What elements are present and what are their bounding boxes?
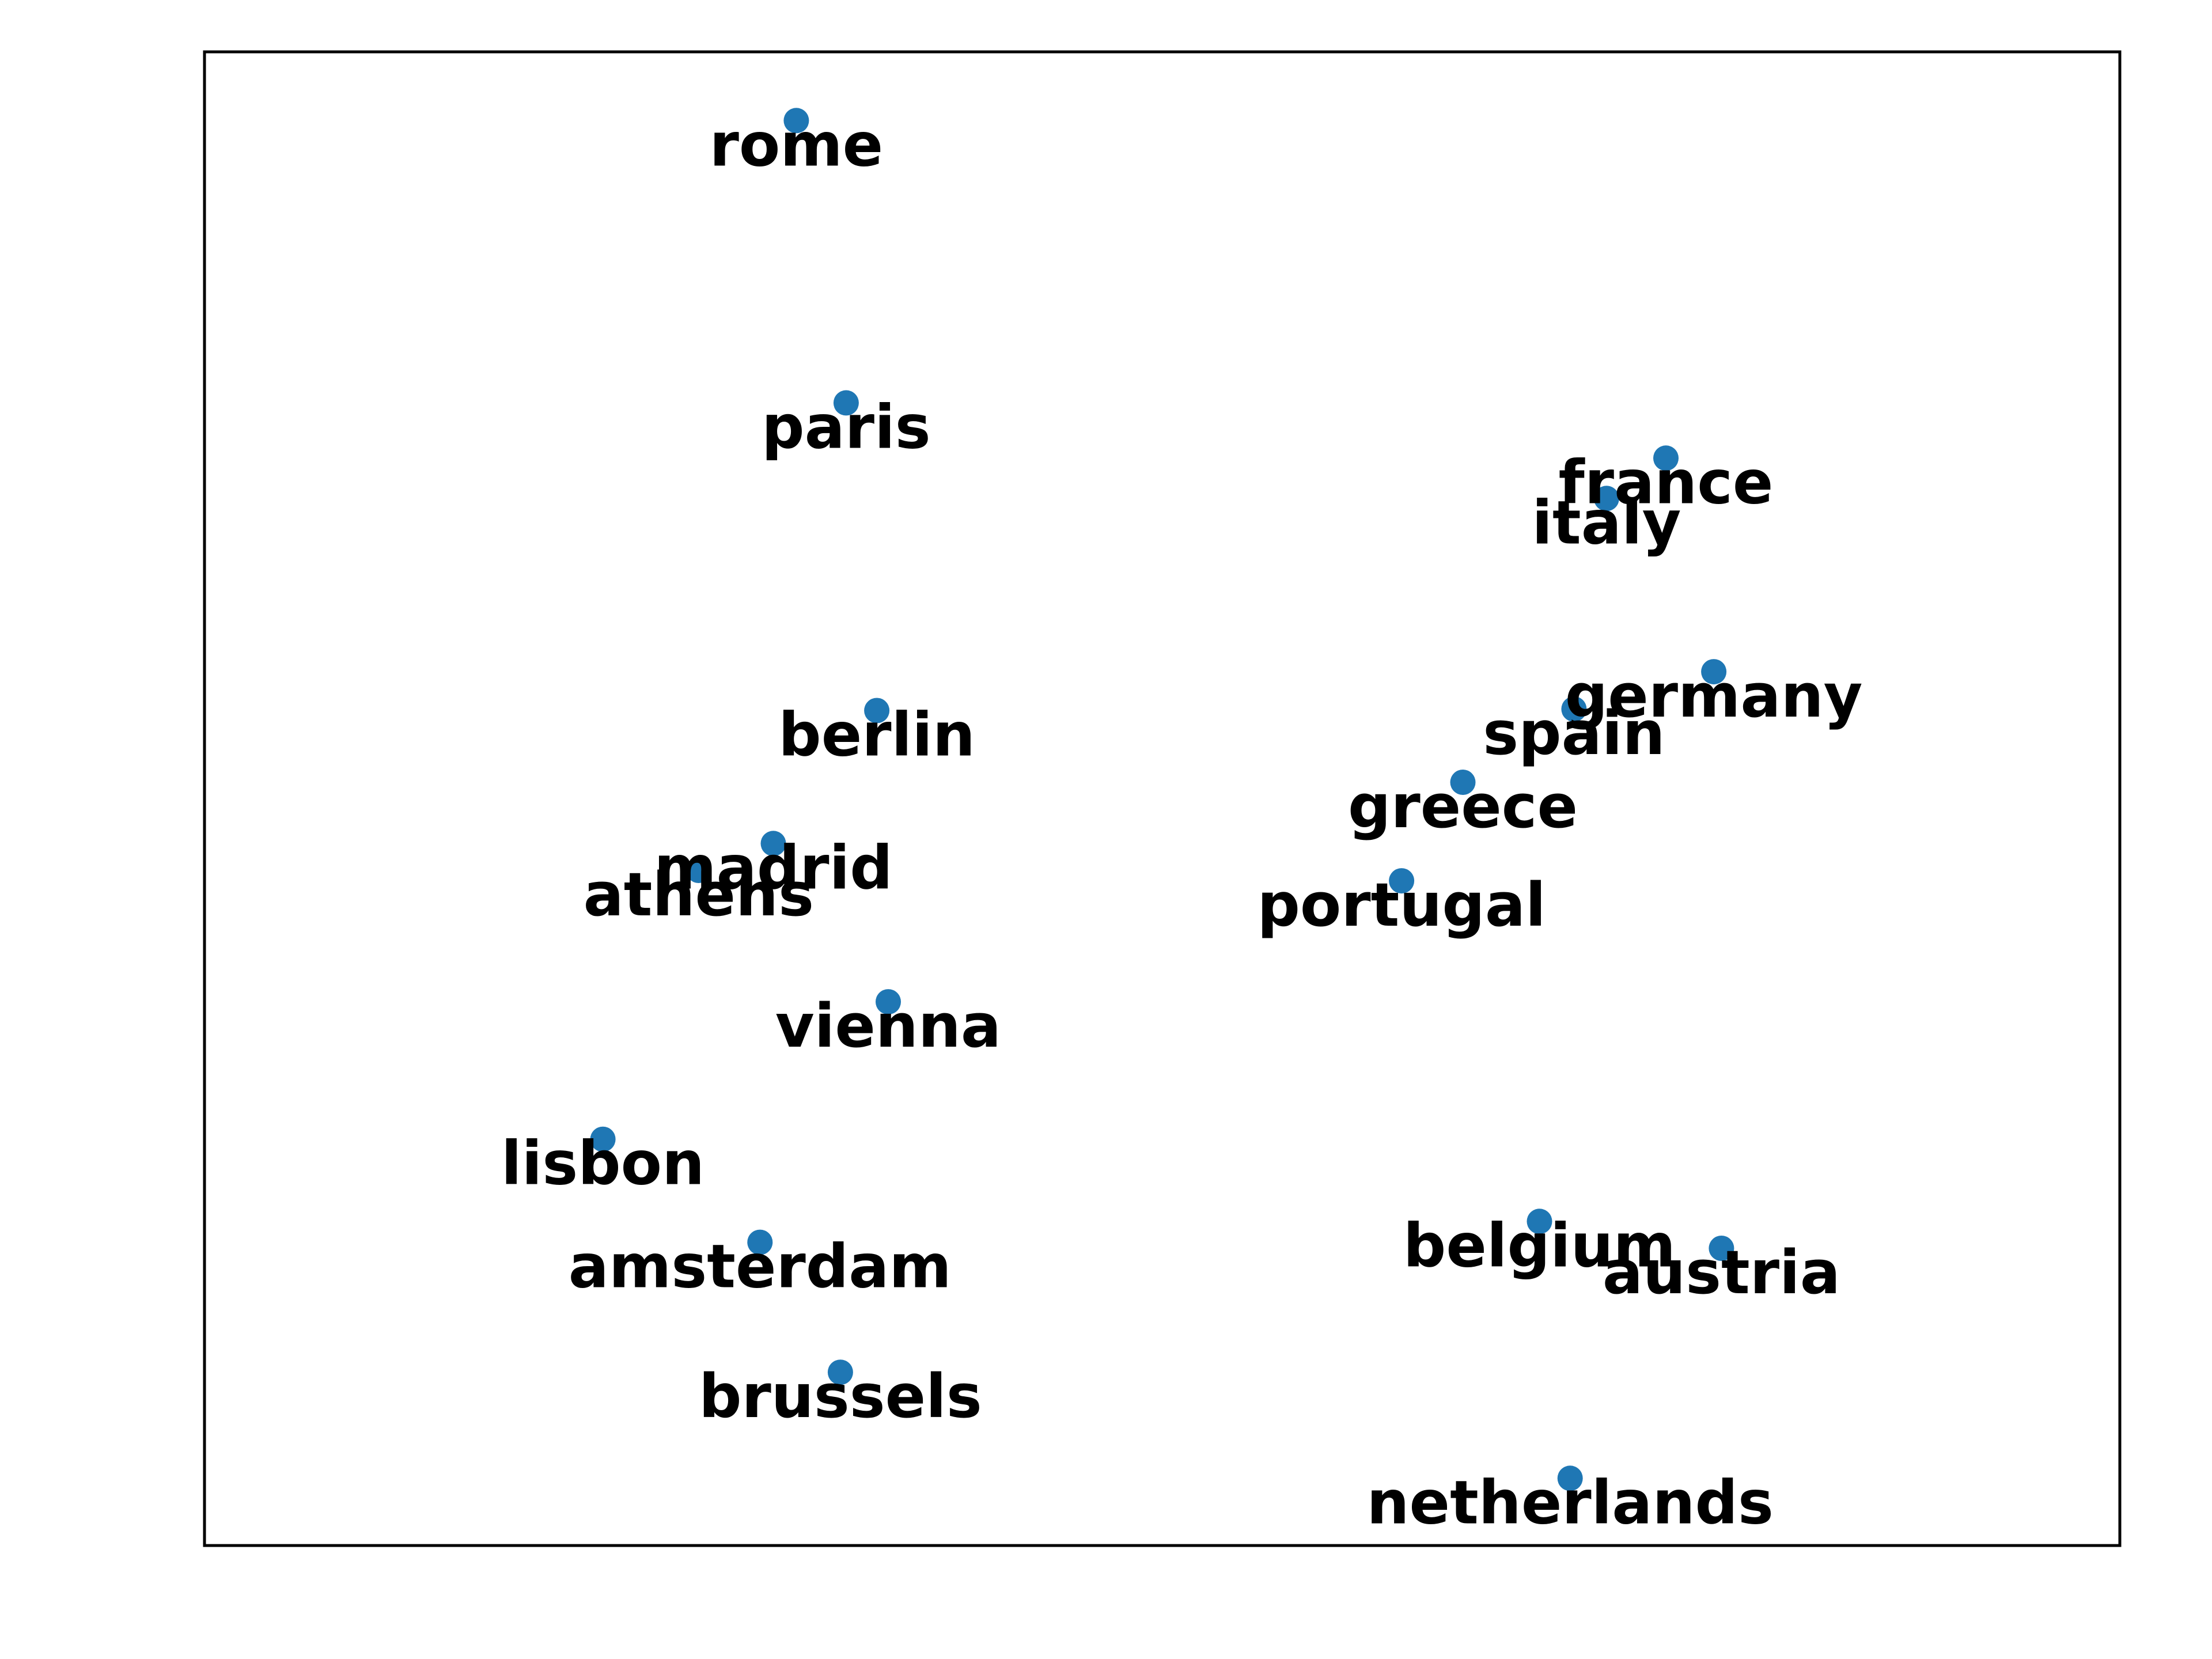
point-label-madrid: madrid: [654, 832, 892, 903]
point-label-berlin: berlin: [778, 700, 975, 770]
scatter-point-spain: [1561, 696, 1587, 722]
scatter-point-germany: [1701, 659, 1727, 685]
point-label-netherlands: netherlands: [1367, 1467, 1774, 1537]
point-label-austria: austria: [1603, 1237, 1840, 1308]
point-label-portugal: portugal: [1257, 870, 1546, 940]
point-label-france: france: [1559, 447, 1774, 517]
point-label-spain: spain: [1483, 698, 1665, 768]
scatter-point-amsterdam: [747, 1229, 773, 1255]
data-marks: [590, 108, 1734, 1491]
point-label-vienna: vienna: [775, 991, 1001, 1061]
scatter-point-italy: [1593, 486, 1619, 512]
scatter-point-portugal: [1389, 868, 1415, 894]
scatter-point-belgium: [1527, 1209, 1552, 1234]
point-label-greece: greece: [1348, 771, 1578, 842]
plot-area-frame: [203, 50, 2122, 1547]
point-label-germany: germany: [1565, 661, 1863, 731]
point-label-lisbon: lisbon: [501, 1128, 704, 1199]
scatter-point-athens: [685, 858, 711, 883]
scatter-point-madrid: [760, 831, 786, 857]
point-label-belgium: belgium: [1403, 1210, 1676, 1281]
point-label-brussels: brussels: [699, 1361, 982, 1431]
point-label-italy: italy: [1532, 487, 1681, 558]
point-label-amsterdam: amsterdam: [569, 1232, 952, 1302]
scatter-point-vienna: [876, 989, 901, 1015]
scatter-point-berlin: [864, 698, 890, 724]
scatter-point-netherlands: [1557, 1465, 1583, 1491]
scatter-point-rome: [783, 108, 809, 134]
point-label-athens: athens: [584, 859, 814, 930]
scatter-point-austria: [1709, 1236, 1734, 1261]
scatter-point-greece: [1450, 770, 1476, 795]
scatter-point-brussels: [827, 1359, 853, 1385]
point-label-rome: rome: [710, 109, 884, 180]
scatter-point-france: [1653, 445, 1679, 471]
point-label-paris: paris: [762, 392, 930, 462]
scatter-point-lisbon: [590, 1126, 616, 1152]
scatter-point-paris: [833, 390, 859, 416]
